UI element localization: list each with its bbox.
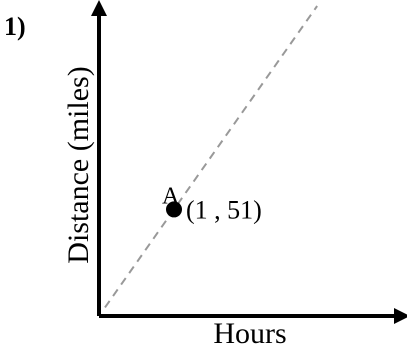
trend-line <box>104 5 318 309</box>
data-points: A (1 , 51) <box>162 183 262 224</box>
point-coordinates-label: (1 , 51) <box>186 195 262 224</box>
problem-number: 1) <box>4 12 26 41</box>
x-axis-label: Hours <box>213 317 286 350</box>
y-axis-label: Distance (miles) <box>62 66 95 263</box>
data-point <box>166 201 182 218</box>
point-label: A <box>162 183 180 209</box>
